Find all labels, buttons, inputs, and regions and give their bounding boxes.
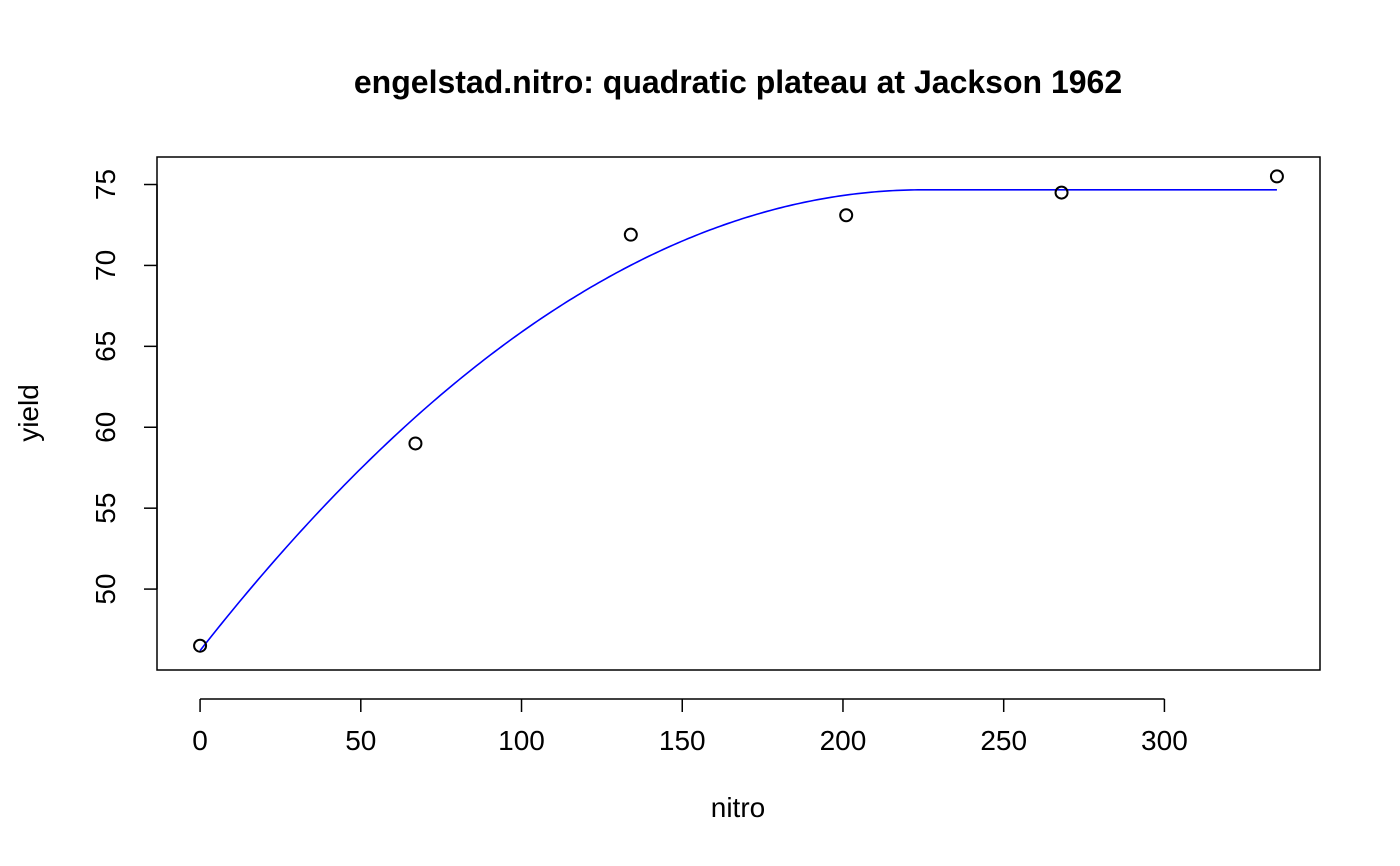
data-point — [408, 436, 423, 451]
y-tick-label: 70 — [90, 250, 121, 281]
y-axis-label: yield — [13, 384, 44, 442]
x-axis-label: nitro — [711, 792, 765, 823]
y-tick-label: 55 — [90, 493, 121, 524]
data-point — [193, 638, 208, 653]
data-point — [1269, 169, 1284, 184]
x-tick-label: 150 — [659, 725, 706, 756]
y-tick-label: 65 — [90, 331, 121, 362]
y-tick-label: 60 — [90, 412, 121, 443]
fitted-curve — [199, 188, 1277, 652]
y-tick-label: 75 — [90, 169, 121, 200]
x-axis: 0 50 100 150 200 250 300 — [192, 698, 1188, 756]
x-tick-label: 200 — [820, 725, 867, 756]
y-tick-label: 50 — [90, 574, 121, 605]
data-points-layer — [193, 169, 1284, 653]
x-tick-label: 50 — [345, 725, 376, 756]
x-tick-label: 0 — [192, 725, 208, 756]
x-tick-label: 100 — [498, 725, 545, 756]
data-point — [623, 227, 638, 242]
data-point — [1054, 185, 1069, 200]
chart-title: engelstad.nitro: quadratic plateau at Ja… — [354, 64, 1122, 100]
x-tick-label: 300 — [1141, 725, 1188, 756]
plot-frame — [156, 156, 1321, 671]
fitted-curve-layer — [199, 188, 1277, 652]
data-point — [839, 208, 854, 223]
y-axis: 50 55 60 65 70 75 — [90, 169, 158, 605]
x-tick-label: 250 — [980, 725, 1027, 756]
